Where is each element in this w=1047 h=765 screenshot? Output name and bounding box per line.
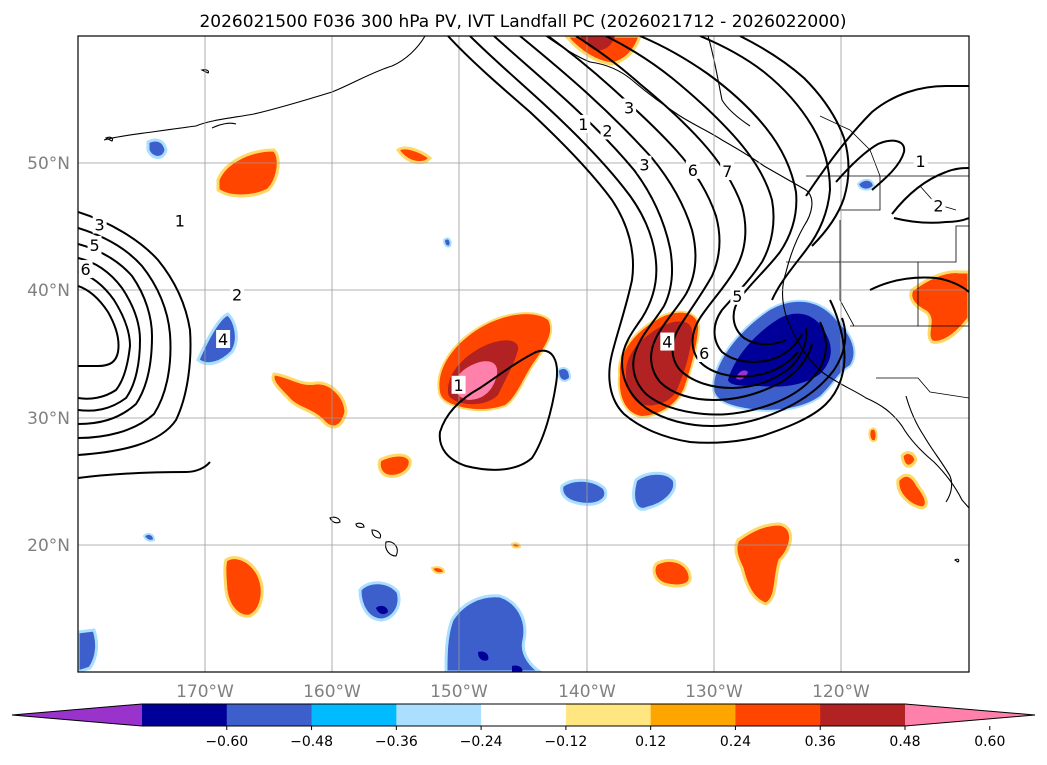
- lon-tick-label: 160°W: [303, 682, 361, 702]
- contour-label: 3: [95, 216, 105, 235]
- contour-label: 6: [688, 161, 698, 180]
- colorbar-tick-label: 0.48: [889, 734, 920, 750]
- colorbar-extend-high: [905, 704, 1035, 726]
- colorbar-tick-label: 0.60: [974, 734, 1005, 750]
- colorbar-segment: [396, 704, 482, 726]
- contour-label-bg: [216, 330, 231, 349]
- contour-label-bg: [931, 196, 946, 215]
- contour-label-bg: [600, 121, 615, 140]
- contour-label: 2: [602, 121, 612, 140]
- lon-tick-label: 120°W: [812, 682, 870, 702]
- colorbar-segment: [565, 704, 652, 726]
- contour-label-bg: [622, 98, 637, 117]
- colorbar-tick-label: −0.36: [375, 734, 418, 750]
- contour-label: 2: [232, 285, 242, 304]
- contour-label: 1: [453, 376, 463, 395]
- contour-label-bg: [720, 162, 735, 181]
- colorbar-tick-label: 0.24: [720, 734, 751, 750]
- contour-label: 6: [81, 260, 91, 279]
- lon-tick-label: 150°W: [430, 682, 488, 702]
- map-frame: [77, 35, 970, 673]
- colorbar: −0.60 −0.48 −0.36 −0.24 −0.12 0.12 0.24 0.36 0.4…: [11, 703, 1036, 750]
- colorbar-segment: [226, 704, 313, 726]
- figure-title: 2026021500 F036 300 hPa PV, IVT Landfall…: [199, 12, 846, 32]
- axis-labels: 170°W 160°W 150°W 140°W 130°W 120°W 50°N…: [27, 154, 870, 702]
- contour-label: 1: [578, 115, 588, 134]
- colorbar-segment: [142, 704, 228, 726]
- contour-label-bg: [660, 332, 675, 351]
- colorbar-tick-label: 0.12: [635, 734, 666, 750]
- colorbar-segment: [311, 704, 397, 726]
- contour-label-bg: [92, 215, 107, 234]
- contour-label-bg: [172, 211, 187, 230]
- colorbar-tick-label: −0.24: [460, 734, 503, 750]
- contour-label-bg: [730, 286, 745, 305]
- lon-tick-label: 170°W: [176, 682, 234, 702]
- contour-label: 2: [933, 196, 943, 215]
- contour-label: 3: [639, 156, 649, 175]
- contour-label-bg: [685, 160, 700, 179]
- contour-label: 4: [662, 333, 672, 352]
- contour-label-bg: [697, 344, 712, 362]
- lon-tick-label: 140°W: [558, 682, 616, 702]
- contour-label: 6: [699, 344, 709, 363]
- lat-tick-label: 40°N: [27, 281, 70, 301]
- colorbar-segment: [735, 704, 821, 726]
- colorbar-tick-label: −0.12: [544, 734, 587, 750]
- lat-tick-label: 30°N: [27, 409, 70, 429]
- gridlines: [78, 36, 969, 672]
- contour-label-bg: [913, 151, 928, 170]
- isolines: [78, 36, 969, 479]
- contour-label-bg: [230, 285, 245, 304]
- contour-label: 4: [218, 330, 228, 349]
- contour-label-bg: [87, 235, 102, 254]
- pv-shading: [78, 36, 969, 672]
- colorbar-tick-label: −0.60: [205, 734, 248, 750]
- contour-label: 3: [624, 99, 634, 118]
- colorbar-segment: [820, 704, 906, 726]
- contour-label-bg: [451, 375, 466, 394]
- colorbar-tick-label: −0.48: [290, 734, 333, 750]
- colorbar-tick-label: 0.36: [805, 734, 836, 750]
- lon-tick-label: 130°W: [685, 682, 743, 702]
- lat-tick-label: 20°N: [27, 536, 70, 556]
- contour-label: 1: [175, 212, 185, 231]
- coastlines: [103, 36, 969, 563]
- contour-label: 1: [916, 152, 926, 171]
- colorbar-segment: [481, 704, 567, 726]
- colorbar-extend-low: [12, 704, 142, 726]
- contour-label: 7: [722, 162, 732, 181]
- contour-label-bg: [78, 260, 93, 279]
- contour-label: 5: [89, 236, 99, 255]
- contour-label-bg: [576, 115, 591, 134]
- colorbar-outline: [11, 703, 1036, 727]
- lat-tick-label: 50°N: [27, 154, 70, 174]
- contour-label: 5: [732, 287, 742, 306]
- political-borders: [786, 115, 969, 399]
- colorbar-segment: [650, 704, 736, 726]
- contour-label-bg: [637, 155, 652, 174]
